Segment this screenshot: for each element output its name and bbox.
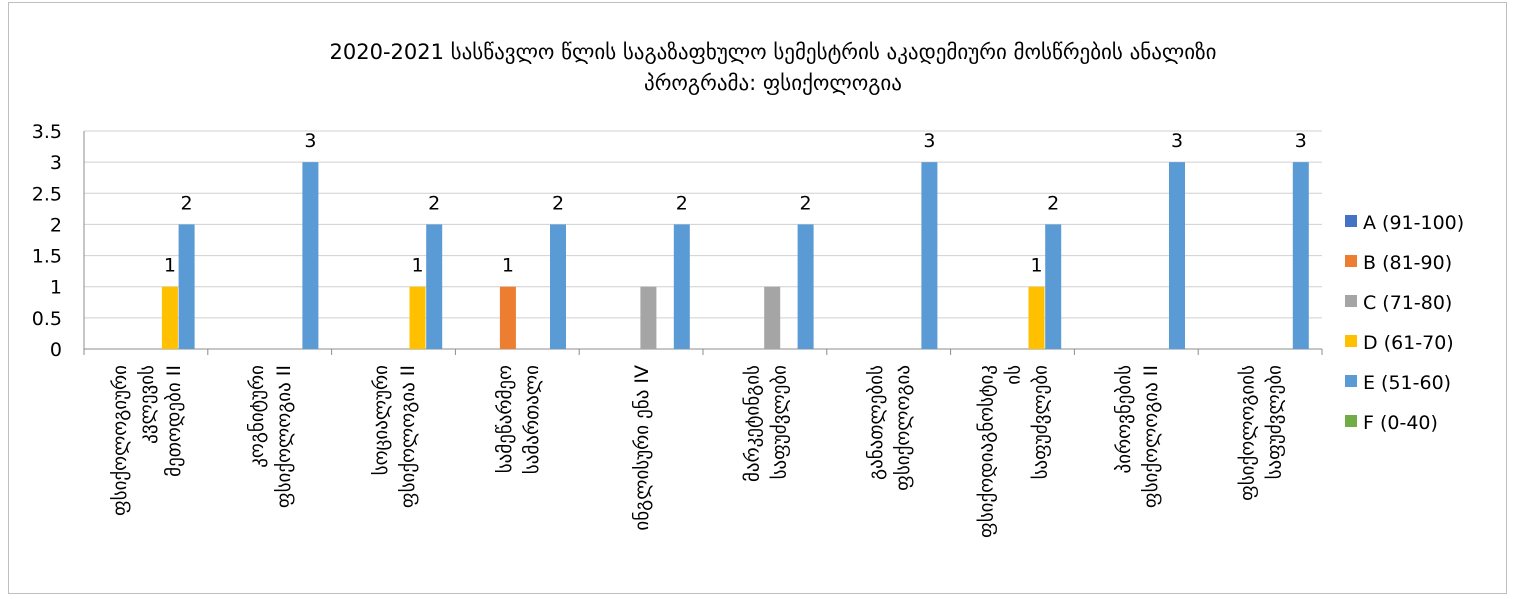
bar <box>640 286 657 349</box>
bar <box>921 162 938 349</box>
data-label: 2 <box>800 192 812 214</box>
y-tick-label: 2 <box>50 214 62 236</box>
data-labels: 1 2 3 1 2 1 2 2 2 3 1 2 3 3 <box>164 130 1307 277</box>
x-tick-label: ინგლისური ენა IV <box>631 365 653 531</box>
data-label: 2 <box>1047 192 1059 214</box>
y-tick-label: 0 <box>50 339 62 361</box>
data-label: 3 <box>1171 130 1183 152</box>
bar-chart: 2020-2021 სასწავლო წლის საგაზაფხულო სემე… <box>32 40 1464 538</box>
y-tick-label: 3 <box>50 152 62 174</box>
data-label: 2 <box>428 192 440 214</box>
bar <box>1045 224 1062 349</box>
x-tick-label: ფსიქოლოგიის <box>1237 365 1259 501</box>
legend-label: B (81-90) <box>1363 252 1452 274</box>
x-tick-label: სოციალური <box>370 365 392 475</box>
x-axis: ფსიქოლოგიური კვლევის მეთოდები II კოგნიტური ფ… <box>83 349 1323 538</box>
legend-label: E (51-60) <box>1363 372 1451 394</box>
bar <box>426 224 443 349</box>
x-tick-label: ფსიქოლოგია II <box>397 365 419 508</box>
bar <box>673 224 690 349</box>
x-tick-label: საფუძვლები <box>768 365 790 479</box>
chart-title-line2: პროგრამა: ფსიქოლოგია <box>644 71 902 95</box>
x-tick-label: მარკეტინგის <box>741 365 763 482</box>
data-label: 3 <box>304 130 316 152</box>
x-tick-label: ფსიქოლოგია II <box>1140 365 1162 508</box>
x-tick-label: ფსიქოლოგიური <box>109 365 131 516</box>
x-tick-label: ის <box>1003 365 1025 385</box>
legend-swatch <box>1345 255 1357 267</box>
legend-label: F (0-40) <box>1363 412 1438 434</box>
y-tick-label: 1.5 <box>32 246 62 268</box>
data-label: 2 <box>181 192 193 214</box>
data-label: 2 <box>552 192 564 214</box>
bar <box>409 286 426 349</box>
bar <box>161 286 178 349</box>
x-tick-label: სამართალი <box>521 365 543 474</box>
bar <box>499 286 516 349</box>
x-tick-label: ფსიქოდიაგნოსტიკ <box>976 365 998 538</box>
legend-swatch <box>1345 335 1357 347</box>
legend-label: A (91-100) <box>1363 212 1464 234</box>
legend-label: D (61-70) <box>1363 332 1454 354</box>
legend-swatch <box>1345 295 1357 307</box>
legend-swatch <box>1345 375 1357 387</box>
data-label: 1 <box>411 255 423 277</box>
x-tick-label: მეთოდები II <box>163 365 185 477</box>
legend-swatch <box>1345 415 1357 427</box>
data-label: 1 <box>164 255 176 277</box>
gridlines <box>84 130 1322 350</box>
bar <box>1028 286 1045 349</box>
legend-label: C (71-80) <box>1363 292 1452 314</box>
bar <box>1292 162 1309 349</box>
bar <box>1169 162 1185 349</box>
bar <box>764 286 781 349</box>
x-tick-label: განათლების <box>865 365 887 480</box>
y-axis: 0 0.5 1 1.5 2 2.5 3 3.5 <box>32 121 85 361</box>
bar <box>797 224 814 349</box>
x-tick-label: პიროვნების <box>1113 365 1135 473</box>
legend-swatch <box>1345 215 1357 227</box>
y-tick-label: 3.5 <box>32 121 62 143</box>
data-label: 1 <box>502 255 514 277</box>
data-label: 2 <box>676 192 688 214</box>
data-label: 1 <box>1030 255 1042 277</box>
x-tick-label: კოგნიტური <box>246 365 268 468</box>
x-tick-label: კვლევის <box>136 365 158 444</box>
x-tick-label: ფსიქოლოგია <box>892 365 914 491</box>
bar <box>178 224 195 349</box>
bar <box>302 162 319 349</box>
chart-frame: 2020-2021 სასწავლო წლის საგაზაფხულო სემე… <box>8 2 1507 594</box>
bar <box>550 224 566 349</box>
y-tick-label: 2.5 <box>32 183 62 205</box>
legend: A (91-100) B (81-90) C (71-80) D (61-70) E (… <box>1345 212 1464 434</box>
chart-title-line1: 2020-2021 სასწავლო წლის საგაზაფხულო სემე… <box>330 40 1217 64</box>
data-label: 3 <box>923 130 935 152</box>
y-tick-label: 1 <box>50 277 62 299</box>
x-tick-label: სამეწარმეო <box>494 365 516 473</box>
x-tick-label: საფუძვლები <box>1030 365 1052 479</box>
bars <box>161 162 1309 349</box>
x-tick-label: ფსიქოლოგია II <box>273 365 295 508</box>
data-label: 3 <box>1295 130 1307 152</box>
x-tick-label: საფუძვლები <box>1264 365 1286 479</box>
y-tick-label: 0.5 <box>32 308 62 330</box>
